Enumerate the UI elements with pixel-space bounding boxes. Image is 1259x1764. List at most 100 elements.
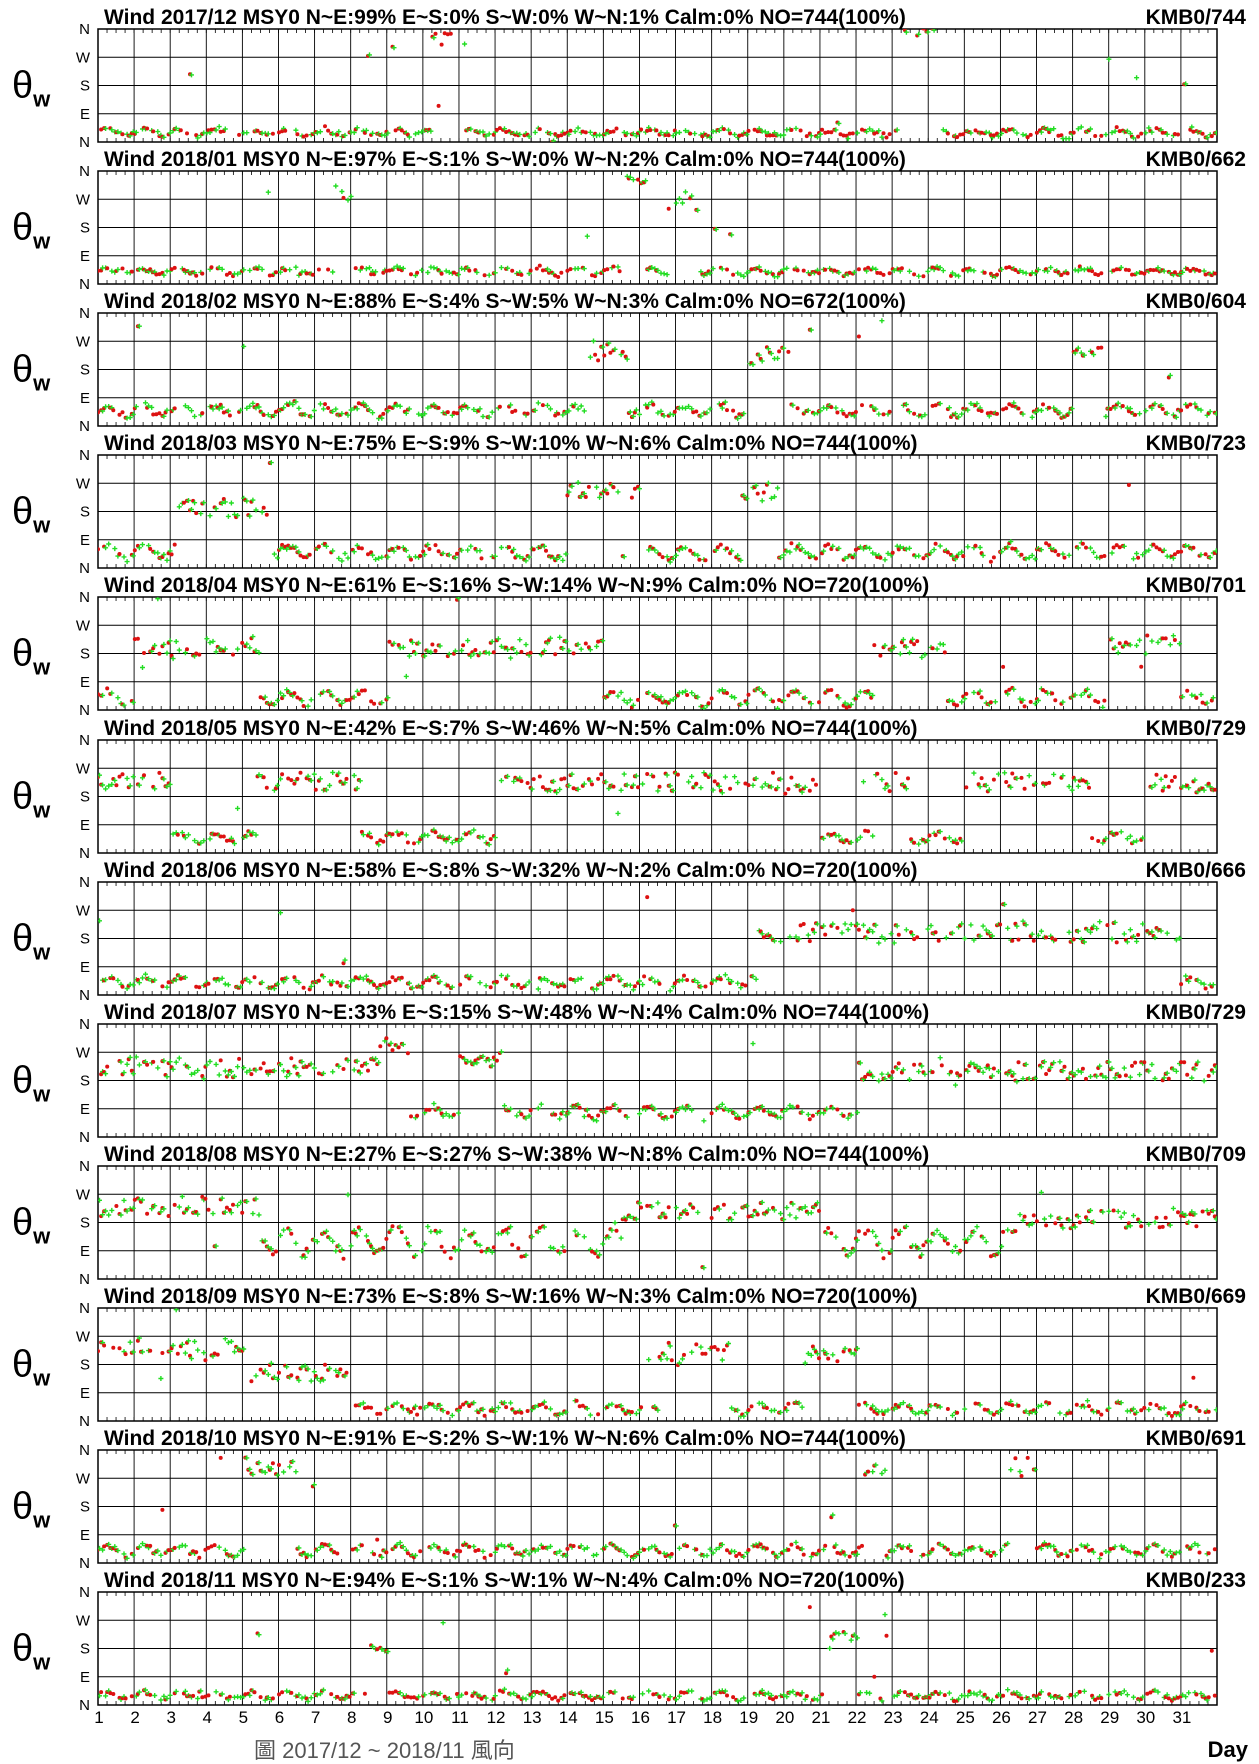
red-dot-point (1172, 775, 1177, 779)
red-dot-point (847, 131, 852, 136)
red-dot-point (1022, 704, 1027, 709)
red-dot-point (298, 553, 303, 558)
green-cross-point (247, 979, 253, 985)
red-dot-point (1114, 831, 1119, 836)
red-dot-point (289, 778, 294, 783)
green-cross-point (333, 406, 339, 412)
red-dot-point (608, 977, 613, 982)
red-dot-point (639, 127, 644, 132)
red-dot-point (1093, 698, 1098, 703)
green-cross-point (1152, 401, 1158, 407)
green-cross-point (1088, 929, 1093, 935)
red-dot-point (427, 547, 432, 551)
green-cross-point (130, 699, 136, 705)
green-cross-point (1029, 552, 1035, 558)
green-cross-point (345, 197, 351, 203)
green-cross-point (735, 270, 741, 276)
red-dot-point (666, 133, 671, 138)
green-cross-point (1088, 692, 1093, 698)
red-dot-point (955, 841, 960, 846)
green-cross-point (729, 548, 735, 554)
data-points (98, 895, 1216, 994)
green-cross-point (1180, 269, 1186, 275)
green-cross-point (1173, 414, 1179, 420)
green-cross-point (1014, 548, 1020, 554)
green-cross-point (815, 921, 820, 927)
red-dot-point (129, 269, 134, 274)
green-cross-point (1167, 372, 1173, 378)
green-cross-point (646, 547, 652, 553)
green-cross-point (363, 403, 369, 409)
green-cross-point (526, 271, 532, 276)
red-dot-point (1025, 135, 1030, 140)
red-dot-point (1194, 695, 1199, 700)
green-cross-point (575, 125, 581, 131)
red-dot-point (316, 267, 321, 272)
green-cross-point (207, 836, 213, 842)
green-cross-point (1127, 406, 1133, 412)
green-cross-point (870, 929, 876, 935)
red-dot-point (494, 127, 499, 132)
green-cross-point (1011, 686, 1017, 692)
green-cross-point (305, 703, 311, 709)
green-cross-point (419, 833, 425, 839)
green-cross-point (410, 639, 415, 645)
red-dot-point (157, 272, 162, 277)
green-cross-point (367, 830, 372, 836)
red-dot-point (814, 556, 818, 561)
green-cross-point (799, 546, 805, 552)
red-dot-point (596, 639, 601, 644)
green-cross-point (563, 638, 569, 644)
green-cross-point (419, 984, 425, 990)
green-cross-point (474, 269, 480, 275)
green-cross-point (775, 355, 781, 361)
green-cross-point (498, 545, 504, 550)
red-dot-point (304, 133, 309, 138)
red-dot-point (844, 838, 849, 843)
red-dot-point (636, 177, 640, 182)
green-cross-point (778, 776, 784, 782)
green-cross-point (1112, 128, 1118, 134)
green-cross-point (1124, 128, 1130, 134)
red-dot-point (507, 545, 512, 550)
red-dot-point (280, 772, 285, 777)
green-cross-point (1195, 406, 1201, 412)
red-dot-point (875, 270, 880, 275)
green-cross-point (594, 270, 600, 276)
green-cross-point (704, 410, 710, 416)
green-cross-point (235, 513, 241, 518)
red-dot-point (316, 978, 321, 983)
green-cross-point (1005, 925, 1011, 931)
green-cross-point (98, 772, 102, 778)
green-cross-point (1057, 410, 1063, 416)
red-dot-point (1001, 127, 1006, 132)
green-cross-point (701, 705, 707, 710)
green-cross-point (848, 839, 854, 845)
red-dot-point (725, 267, 729, 272)
green-cross-point (784, 265, 790, 271)
green-cross-point (425, 405, 431, 411)
green-cross-point (907, 268, 912, 274)
red-dot-point (1056, 133, 1061, 138)
red-dot-point (930, 646, 935, 651)
green-cross-point (680, 200, 685, 206)
green-cross-point (775, 706, 781, 710)
green-cross-point (815, 267, 820, 273)
green-cross-point (397, 403, 403, 409)
green-cross-point (1091, 549, 1097, 555)
panel-station-count: KMB0/666 (1146, 859, 1246, 882)
green-cross-point (630, 987, 636, 993)
red-dot-point (872, 131, 877, 136)
green-cross-point (738, 557, 744, 563)
green-cross-point (637, 978, 642, 984)
green-cross-point (535, 400, 541, 406)
green-cross-point (1183, 543, 1189, 549)
green-cross-point (753, 483, 759, 488)
green-cross-point (216, 977, 222, 983)
green-cross-point (707, 134, 713, 140)
red-dot-point (544, 548, 548, 553)
green-cross-point (413, 131, 418, 137)
red-dot-point (359, 546, 364, 551)
green-cross-point (360, 976, 366, 982)
red-dot-point (602, 268, 607, 273)
